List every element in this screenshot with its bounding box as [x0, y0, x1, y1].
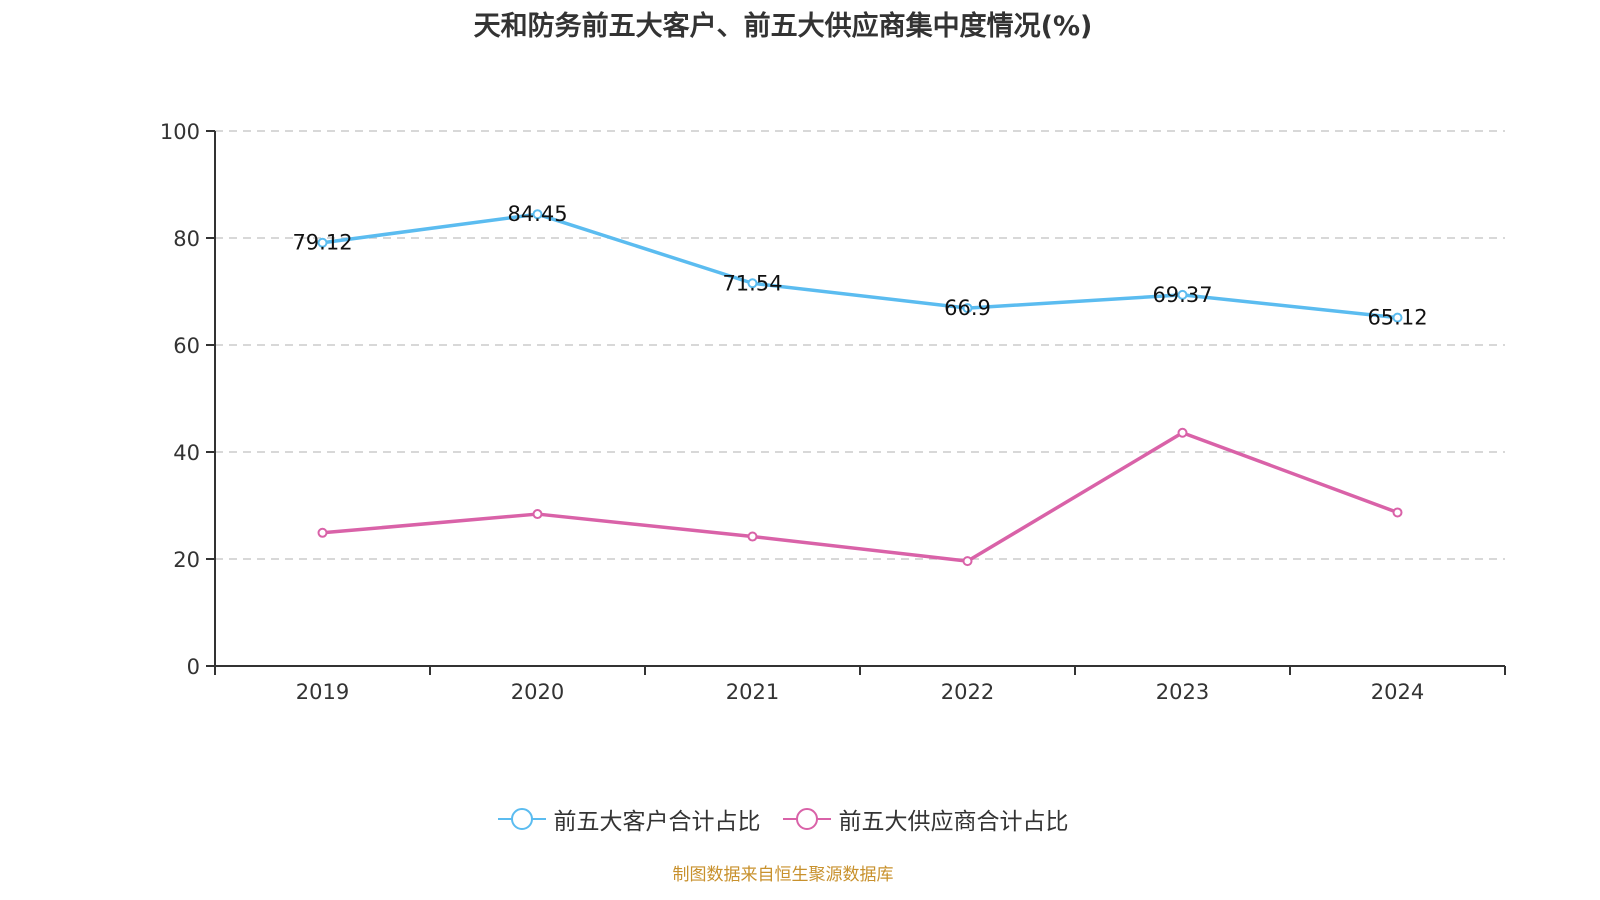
data-point	[532, 509, 543, 520]
data-label: 65.12	[1367, 306, 1427, 330]
data-point	[1392, 312, 1403, 323]
legend-item-customers[interactable]: 前五大客户合计占比	[497, 802, 761, 836]
chart-title: 天和防务前五大客户、前五大供应商集中度情况(%)	[473, 11, 1093, 42]
data-point	[962, 556, 973, 567]
data-point	[1392, 507, 1403, 518]
x-tick-label: 2019	[296, 680, 349, 704]
data-labels: 79.12 84.45 71.54 66.9 69.37 65.12	[292, 202, 1427, 329]
source-note: 制图数据来自恒生聚源数据库	[672, 865, 894, 885]
series	[317, 209, 1403, 567]
y-tick-label: 20	[173, 548, 200, 572]
data-label: 69.37	[1152, 283, 1212, 307]
y-tick-label: 100	[160, 120, 200, 144]
data-point	[1177, 289, 1188, 300]
legend: 前五大客户合计占比 前五大供应商合计占比	[0, 802, 1566, 836]
data-point	[962, 303, 973, 314]
data-point	[747, 278, 758, 289]
x-tick-label: 2024	[1371, 680, 1424, 704]
axes: 0 20 40 60 80 100 2019 2020 2021 2022 2023 2024	[160, 120, 1506, 704]
y-tick-label: 60	[173, 334, 200, 358]
data-point	[747, 531, 758, 542]
data-point	[317, 527, 328, 538]
x-tick-label: 2021	[726, 680, 779, 704]
series-line-0	[322, 212, 1398, 320]
y-tick-label: 80	[173, 227, 200, 251]
data-label: 84.45	[507, 202, 567, 226]
legend-label: 前五大供应商合计占比	[838, 809, 1069, 835]
y-tick-label: 40	[173, 441, 200, 465]
legend-line-circle-icon	[782, 808, 831, 830]
data-label: 71.54	[722, 271, 782, 295]
data-point	[532, 209, 543, 220]
x-tick-label: 2022	[941, 680, 994, 704]
data-point	[1177, 427, 1188, 438]
legend-line-circle-icon	[497, 808, 546, 830]
series-line-1	[322, 430, 1399, 563]
data-label: 79.12	[292, 231, 352, 255]
legend-item-suppliers[interactable]: 前五大供应商合计占比	[782, 802, 1069, 836]
y-tick-label: 0	[187, 655, 200, 679]
x-tick-label: 2023	[1156, 680, 1209, 704]
legend-label: 前五大客户合计占比	[553, 809, 761, 835]
data-label: 66.9	[944, 296, 991, 320]
gridlines	[215, 130, 1505, 560]
data-point	[317, 237, 328, 248]
x-tick-label: 2020	[511, 680, 564, 704]
